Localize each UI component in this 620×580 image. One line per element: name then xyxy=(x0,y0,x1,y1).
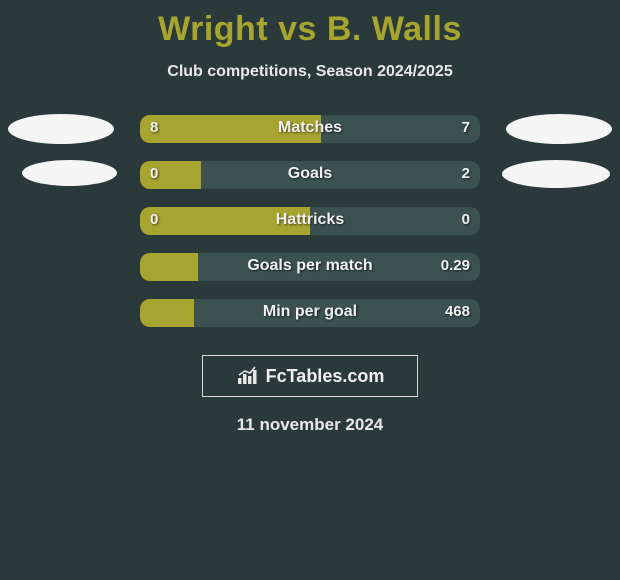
stat-value-left: 8 xyxy=(150,119,158,136)
stat-value-right: 7 xyxy=(462,119,470,136)
player-left-name: Wright xyxy=(158,10,268,48)
comparison-row: 0Goals2 xyxy=(0,161,620,207)
bar-right-fill xyxy=(198,253,480,281)
stat-value-right: 2 xyxy=(462,165,470,182)
stat-value-left: 0 xyxy=(150,211,158,228)
comparison-row: 8Matches7 xyxy=(0,115,620,161)
stat-value-right: 0 xyxy=(462,211,470,228)
comparison-row: 0Hattricks0 xyxy=(0,207,620,253)
player-right-name: B. Walls xyxy=(327,10,462,48)
bar-right-fill xyxy=(321,115,480,143)
player-left-marker xyxy=(22,160,117,186)
player-left-marker xyxy=(8,114,114,144)
bar-right-fill xyxy=(310,207,480,235)
stat-bar: 0Goals2 xyxy=(140,161,480,189)
date-text: 11 november 2024 xyxy=(0,415,620,435)
stat-bar: Min per goal468 xyxy=(140,299,480,327)
stat-value-right: 468 xyxy=(445,303,470,320)
bar-left-fill xyxy=(140,207,310,235)
comparison-row: Min per goal468 xyxy=(0,299,620,345)
comparison-row: Goals per match0.29 xyxy=(0,253,620,299)
stat-bar: Goals per match0.29 xyxy=(140,253,480,281)
bar-right-fill xyxy=(201,161,480,189)
chart-icon xyxy=(236,366,262,386)
bar-left-fill xyxy=(140,115,321,143)
stat-value-right: 0.29 xyxy=(441,257,470,274)
bar-right-fill xyxy=(194,299,480,327)
bar-left-fill xyxy=(140,253,198,281)
subtitle: Club competitions, Season 2024/2025 xyxy=(0,63,620,81)
stat-bar: 8Matches7 xyxy=(140,115,480,143)
stat-value-left: 0 xyxy=(150,165,158,182)
comparison-rows: 8Matches7 0Goals2 0Hattricks0 Goals per mat… xyxy=(0,115,620,345)
footer-brand-text: FcTables.com xyxy=(266,366,385,387)
player-right-marker xyxy=(506,114,612,144)
player-right-marker xyxy=(502,160,610,188)
footer-logo[interactable]: FcTables.com xyxy=(202,355,418,397)
bar-left-fill xyxy=(140,299,194,327)
page-title: Wright vs B. Walls xyxy=(0,0,620,49)
title-vs: vs xyxy=(278,10,317,48)
stat-bar: 0Hattricks0 xyxy=(140,207,480,235)
